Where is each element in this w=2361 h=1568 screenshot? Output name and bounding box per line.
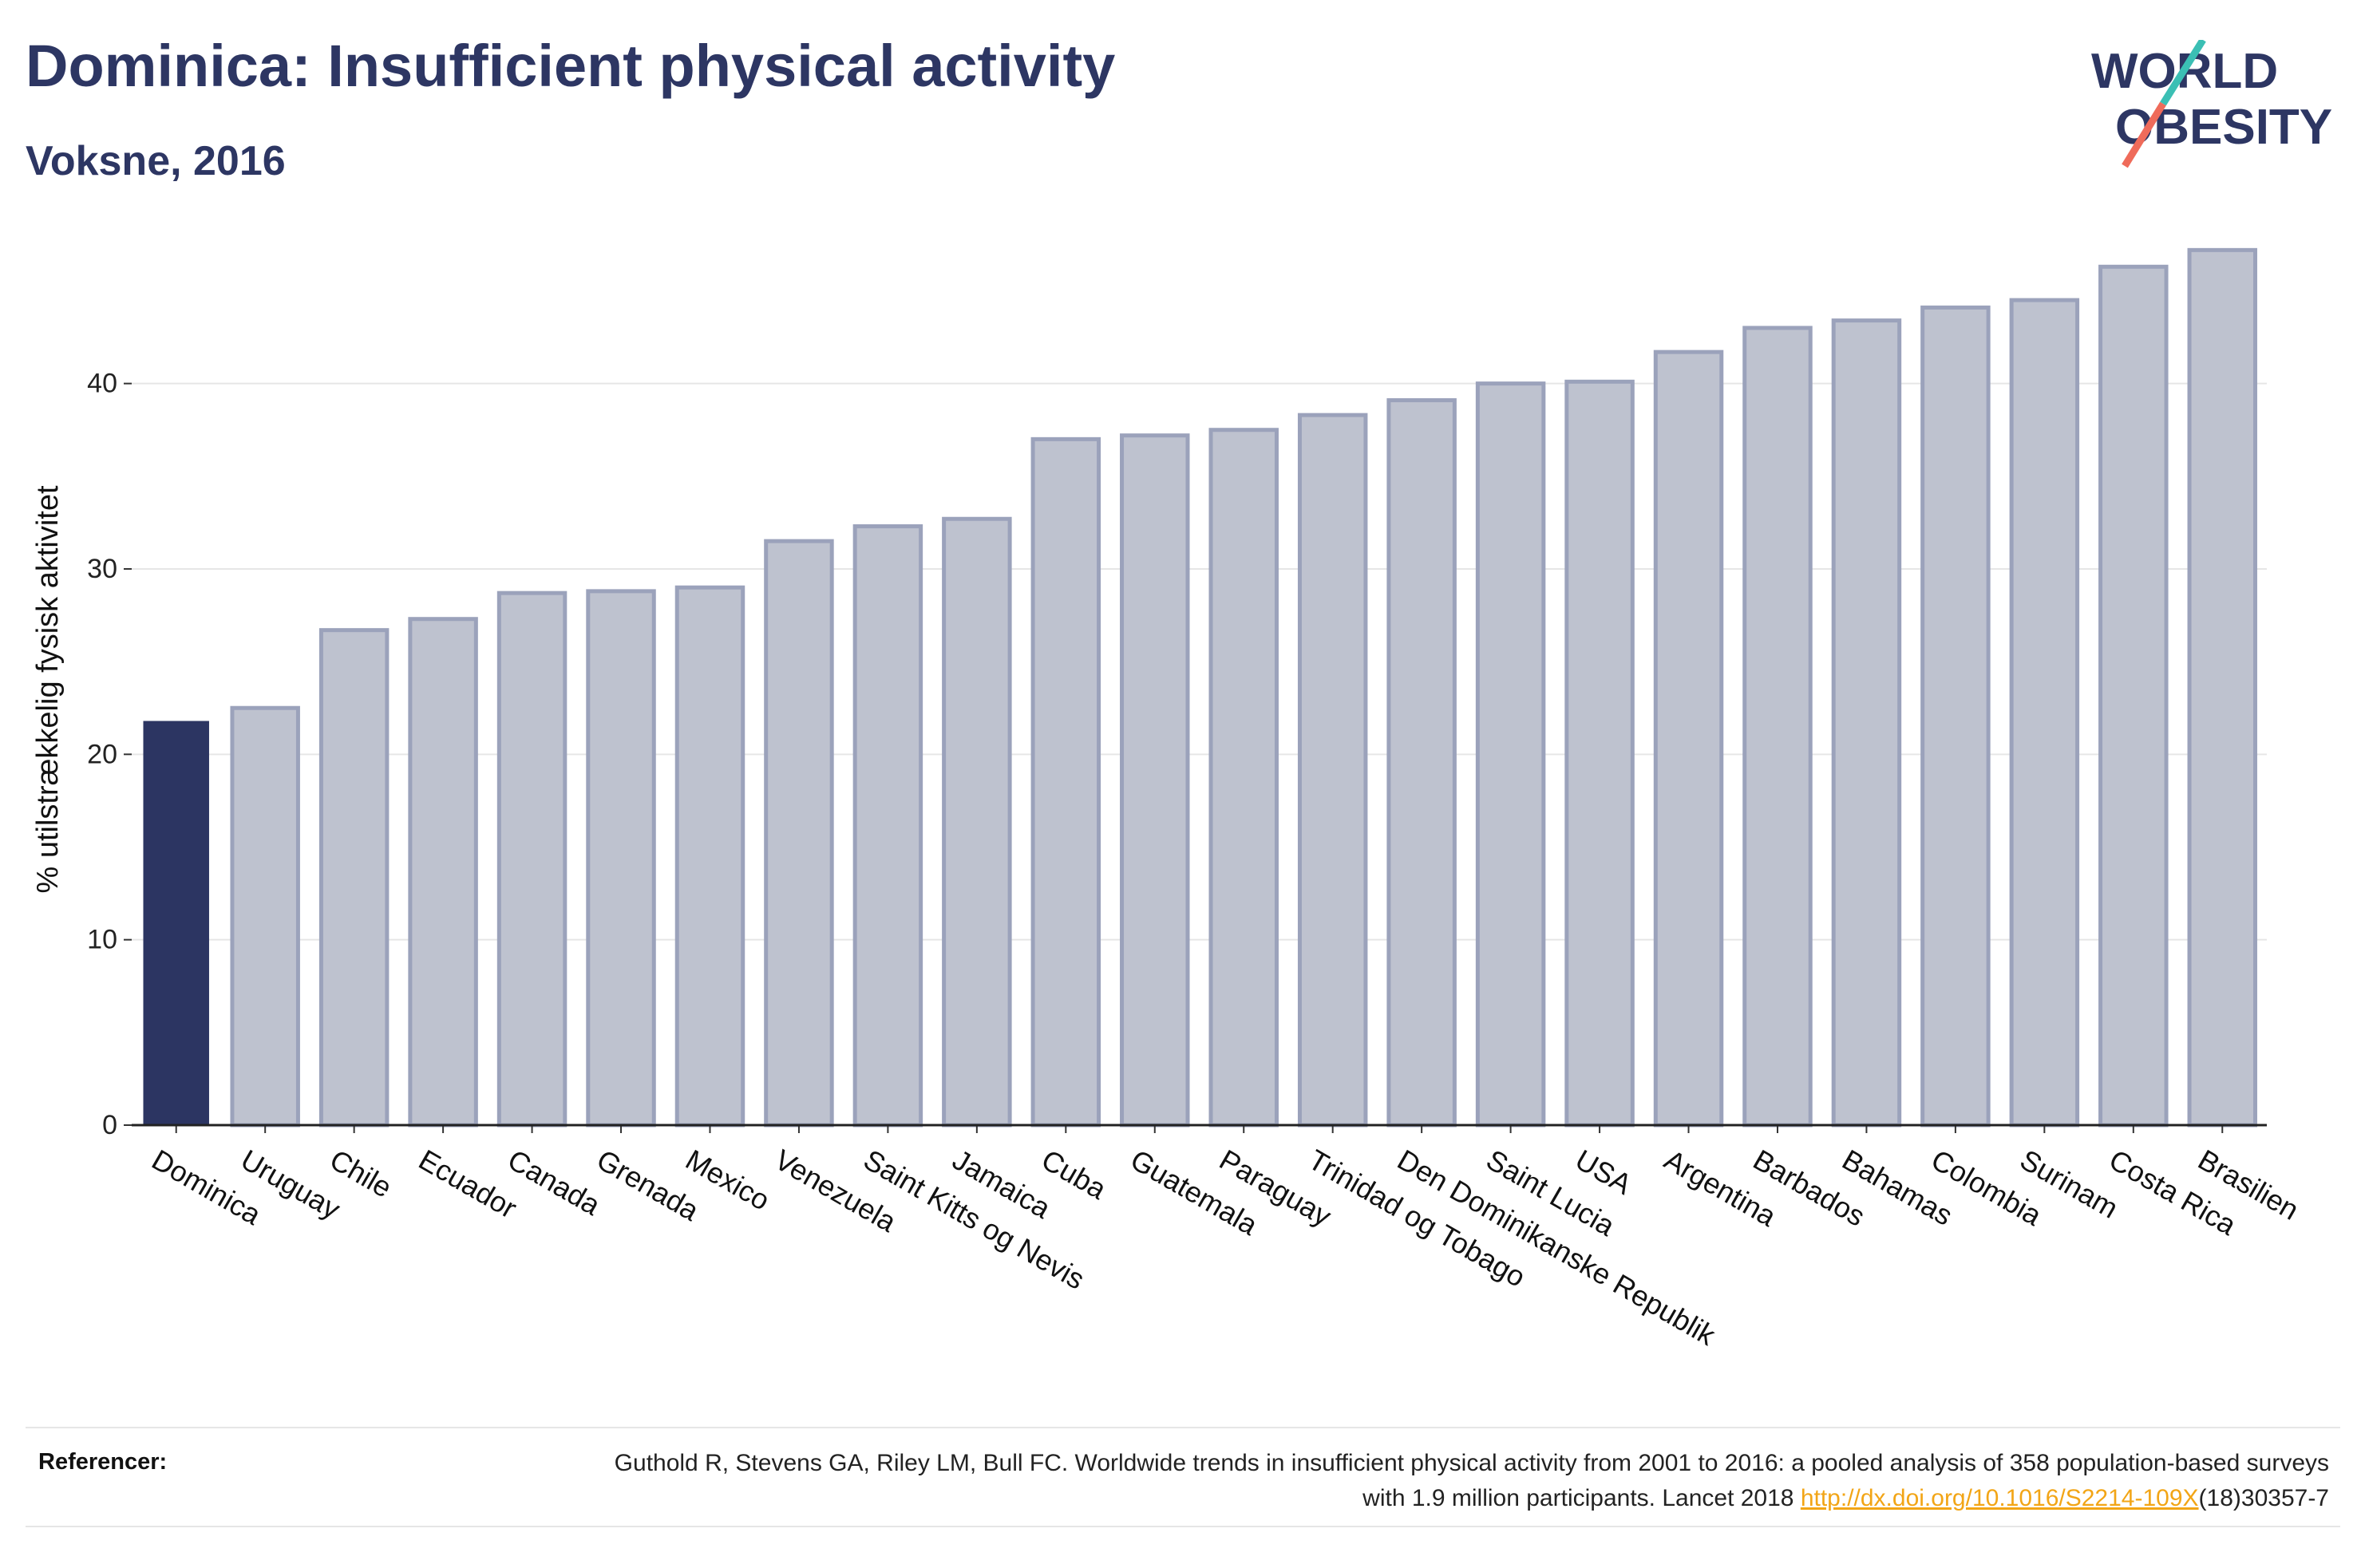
axes [124,382,2267,1133]
reference-doi-link[interactable]: http://dx.doi.org/10.1016/S2214-109X [1800,1485,2199,1511]
references-text: Guthold R, Stevens GA, Riley LM, Bull FC… [573,1446,2329,1516]
footer-divider-bottom [26,1526,2340,1527]
bars [143,247,2258,1128]
bar-argentina [1653,350,1724,1128]
footer-divider-top [26,1427,2340,1428]
bar-guatemala [1120,433,1190,1128]
bar-colombia [1920,305,1991,1128]
bar-barbados [1742,326,1813,1128]
bar-costa-rica [2098,264,2169,1128]
gridlines [132,382,2267,941]
bar-bahamas [1831,318,1902,1128]
reference-citation: Guthold R, Stevens GA, Riley LM, Bull FC… [614,1450,2329,1511]
bar-trinidad-og-tobago [1297,413,1368,1128]
references-label: Referencer: [38,1449,168,1475]
bar-mexico [674,585,745,1128]
bar-cuba [1030,436,1101,1128]
y-tick-label: 30 [87,554,117,584]
y-axis-title: % utilstrækkelig fysisk aktivitet [31,485,65,893]
bar-chile [318,628,390,1128]
x-tick-label: Canada [502,1143,607,1222]
chart-subtitle: Voksne, 2016 [26,138,286,184]
bar-paraguay [1208,428,1279,1128]
bar-uruguay [230,705,300,1128]
bar-grenada [586,589,656,1128]
y-tick-label: 20 [87,739,117,769]
bar-dominica [143,721,209,1125]
reference-citation-end: (18)30357-7 [2198,1485,2329,1511]
bar-usa [1564,379,1635,1128]
bar-ecuador [408,617,478,1128]
logo-slash-teal [2160,40,2206,106]
x-tick-label: Ecuador [413,1143,523,1225]
bar-den-dominikanske-republik [1386,398,1457,1128]
y-tick-label: 10 [87,925,117,955]
bar-saint-kitts-og-nevis [852,524,923,1128]
x-tick-label: Grenada [591,1143,706,1227]
world-obesity-logo: WORLD OBESITY [2091,40,2332,168]
bar-surinam [2009,298,2080,1128]
y-tick-label: 40 [87,369,117,399]
bar-jamaica [942,516,1012,1128]
logo-slash-coral [2122,101,2166,168]
bar-venezuela [764,539,834,1128]
bar-canada [496,590,568,1128]
y-tick-label: 0 [102,1110,117,1140]
chart-title: Dominica: Insufficient physical activity [26,33,1116,99]
bar-brasilien [2187,247,2258,1128]
bar-saint-lucia [1475,381,1546,1128]
